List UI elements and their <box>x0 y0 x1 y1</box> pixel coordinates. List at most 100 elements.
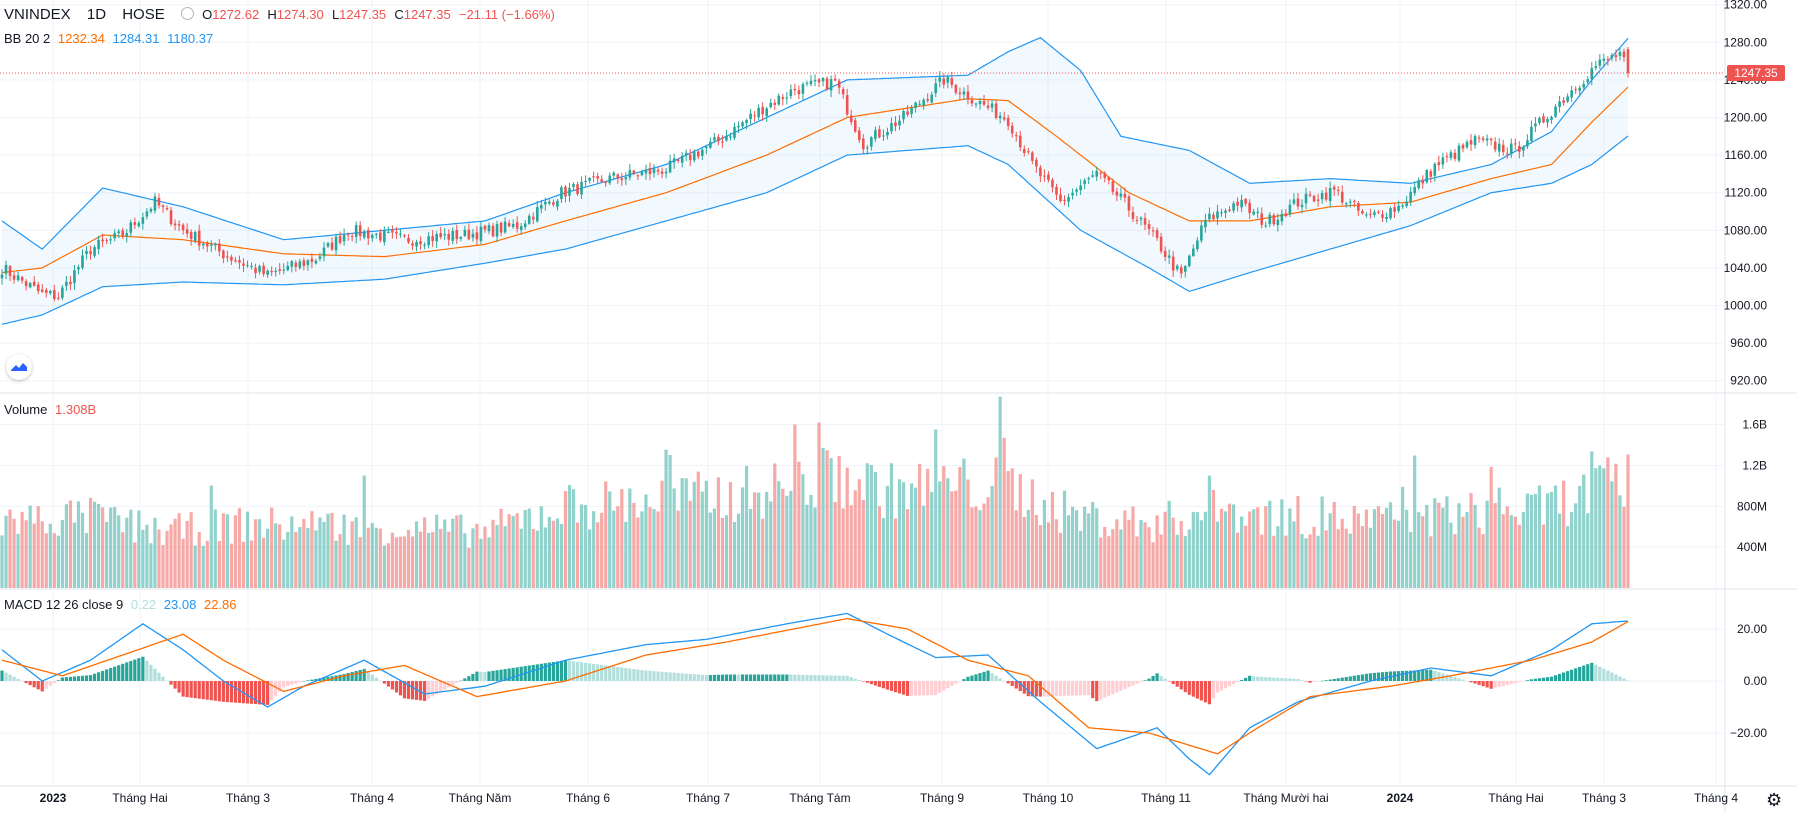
volume-bar <box>1264 506 1268 588</box>
macd-histogram-bar <box>990 673 994 681</box>
macd-histogram-bar <box>1469 681 1473 683</box>
volume-bar <box>1481 534 1485 588</box>
macd-histogram-bar <box>728 674 733 681</box>
candle-body <box>1622 51 1626 58</box>
candle-body <box>1155 230 1159 238</box>
volume-bar <box>1461 516 1465 588</box>
macd-histogram-bar <box>853 678 857 681</box>
bb-legend[interactable]: BB 20 2 1232.34 1284.31 1180.37 <box>4 31 217 46</box>
candle-body <box>962 91 966 95</box>
settings-gear-icon[interactable]: ⚙ <box>1766 790 1783 810</box>
candle-body <box>894 122 897 127</box>
macd-histogram-bar <box>1119 681 1123 691</box>
macd-histogram-bar <box>1099 681 1103 700</box>
macd-histogram-bar <box>1582 665 1586 681</box>
macd-histogram-bar <box>740 674 745 681</box>
volume-bar <box>278 524 282 588</box>
candle-body <box>1570 90 1573 98</box>
candle-body <box>334 236 338 251</box>
candle-body <box>874 130 877 139</box>
volume-bar <box>1340 518 1344 588</box>
macd-histogram-bar <box>1545 677 1550 681</box>
candle-body <box>1598 59 1602 66</box>
volume-bar <box>624 521 628 588</box>
candle-body <box>789 89 793 97</box>
macd-histogram-bar <box>1356 675 1360 681</box>
macd-histogram-bar <box>1485 681 1489 688</box>
candle-body <box>32 281 36 286</box>
macd-histogram-bar <box>414 681 419 700</box>
candle-body <box>1373 212 1376 215</box>
macd-histogram-bar <box>1594 664 1598 681</box>
volume-bar <box>600 512 604 588</box>
macd-histogram-bar <box>245 681 250 704</box>
volume-bar <box>1401 486 1405 588</box>
macd-histogram-bar <box>185 681 189 698</box>
macd-tick-label: 20.00 <box>1737 622 1767 636</box>
volume-bar <box>909 483 914 588</box>
volume-bar <box>982 503 986 588</box>
volume-bar <box>865 463 869 588</box>
macd-histogram-bar <box>761 674 765 681</box>
macd-histogram-bar <box>781 674 785 681</box>
candle-body <box>1002 117 1006 120</box>
macd-histogram-bar <box>1425 669 1429 681</box>
volume-legend[interactable]: Volume 1.308B <box>4 402 100 417</box>
macd-histogram-bar <box>749 674 753 681</box>
volume-bar <box>857 479 861 588</box>
candle-body <box>604 181 608 184</box>
candle-body <box>942 78 946 85</box>
macd-histogram-bar <box>1034 681 1038 697</box>
volume-bar <box>1119 529 1123 588</box>
volume-bar <box>543 527 547 588</box>
macd-histogram-bar <box>1075 681 1079 696</box>
volume-bar <box>1187 529 1191 588</box>
candle-body <box>1196 240 1199 250</box>
macd-histogram-bar <box>1598 666 1602 681</box>
candle-body <box>1433 163 1437 176</box>
candle-body <box>531 216 535 220</box>
macd-histogram-bar <box>708 675 712 681</box>
volume-bar <box>700 491 704 588</box>
candle-body <box>1107 177 1111 181</box>
macd-histogram-bar <box>1549 676 1554 681</box>
macd-histogram-bar <box>1332 678 1336 681</box>
macd-histogram-bar <box>624 668 628 681</box>
macd-histogram-bar <box>958 681 962 682</box>
volume-bar <box>519 528 523 588</box>
candle-body <box>753 115 756 117</box>
volume-bar <box>330 512 334 588</box>
macd-histogram-bar <box>696 674 700 681</box>
candle-body <box>1292 199 1296 204</box>
macd-histogram-bar <box>422 681 427 701</box>
volume-bar <box>970 507 974 588</box>
volume-bar <box>427 532 431 588</box>
volume-bar <box>201 545 205 588</box>
macd-legend[interactable]: MACD 12 26 close 9 0.22 23.08 22.86 <box>4 597 241 612</box>
price-tick-label: 1280.00 <box>1724 35 1768 49</box>
volume-bar <box>76 501 81 588</box>
candle-body <box>97 240 100 249</box>
macd-histogram-bar <box>68 676 73 681</box>
candle-body <box>205 242 209 247</box>
macd-histogram-bar <box>1421 670 1425 681</box>
volume-bar <box>322 521 326 588</box>
candle-body <box>1091 175 1095 177</box>
candle-body <box>1208 213 1211 220</box>
macd-histogram-bar <box>92 673 97 681</box>
candle-body <box>69 281 72 285</box>
macd-histogram-bar <box>1203 681 1208 703</box>
macd-histogram-bar <box>439 681 443 692</box>
volume-bar <box>1050 491 1055 588</box>
macd-histogram-bar <box>982 671 986 681</box>
symbol[interactable]: VNINDEX <box>4 6 71 23</box>
candle-body <box>1240 199 1243 208</box>
volume-bar <box>604 481 608 588</box>
candle-body <box>101 239 104 242</box>
volume-bar <box>1227 503 1232 588</box>
volume-bar <box>1582 474 1586 588</box>
price-tick-label: 1160.00 <box>1725 148 1768 162</box>
interval[interactable]: 1D <box>86 6 107 23</box>
tradingview-logo-icon[interactable] <box>6 354 32 380</box>
